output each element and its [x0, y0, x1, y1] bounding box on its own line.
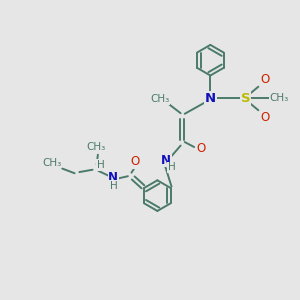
Text: S: S [241, 92, 250, 105]
Text: O: O [260, 110, 270, 124]
Text: N: N [108, 171, 118, 184]
Text: O: O [196, 142, 205, 155]
Text: O: O [260, 74, 270, 86]
Text: O: O [130, 155, 140, 168]
Text: H: H [168, 162, 176, 172]
Text: H: H [97, 160, 105, 170]
Text: CH₃: CH₃ [42, 158, 62, 168]
Text: H: H [110, 181, 118, 190]
Text: CH₃: CH₃ [150, 94, 169, 104]
Text: N: N [205, 92, 216, 105]
Text: N: N [161, 154, 171, 167]
Text: CH₃: CH₃ [269, 94, 288, 103]
Text: CH₃: CH₃ [87, 142, 106, 152]
